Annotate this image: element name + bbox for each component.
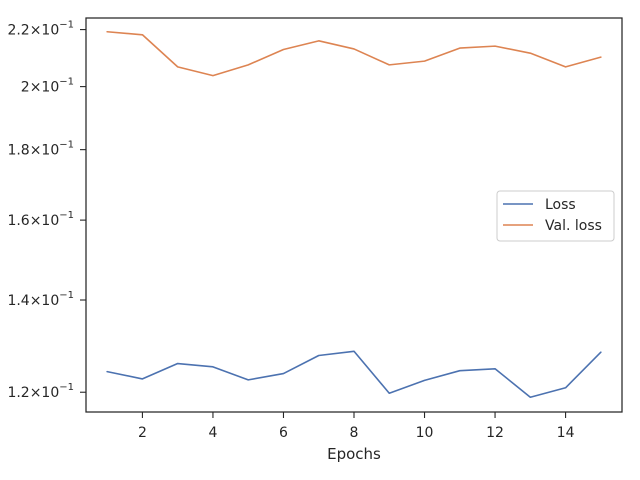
legend-label-0: Loss: [545, 197, 576, 213]
x-tick-label-1: 4: [208, 425, 217, 441]
series-line-0: [106, 350, 602, 399]
y-tick-label-3: 1.8×10−1: [7, 140, 74, 159]
y-tick-label-5: 2.2×10−1: [7, 20, 74, 39]
y-tick-label-4: 2×10−1: [21, 77, 74, 96]
legend-label-1: Val. loss: [545, 218, 602, 234]
y-axis: 1.2×10−1 1.4×10−1 1.6×10−1 1.8×10−1 2×10−1 2.…: [7, 20, 86, 401]
y-tick-label-2: 1.6×10−1: [7, 210, 74, 229]
x-tick-label-2: 6: [279, 425, 288, 441]
x-tick-label-6: 14: [557, 425, 575, 441]
x-tick-label-0: 2: [138, 425, 147, 441]
x-tick-label-4: 10: [416, 425, 434, 441]
x-axis-title: Epochs: [327, 445, 381, 463]
x-tick-label-3: 8: [350, 425, 359, 441]
x-axis: 2 4 6 8 10 12 14: [138, 412, 575, 441]
x-tick-label-5: 12: [486, 425, 504, 441]
series-line-1: [106, 30, 602, 77]
y-tick-label-0: 1.2×10−1: [7, 382, 74, 401]
series-layer: [106, 30, 602, 399]
legend: Loss Val. loss: [496, 190, 615, 242]
y-tick-label-1: 1.4×10−1: [7, 290, 74, 309]
